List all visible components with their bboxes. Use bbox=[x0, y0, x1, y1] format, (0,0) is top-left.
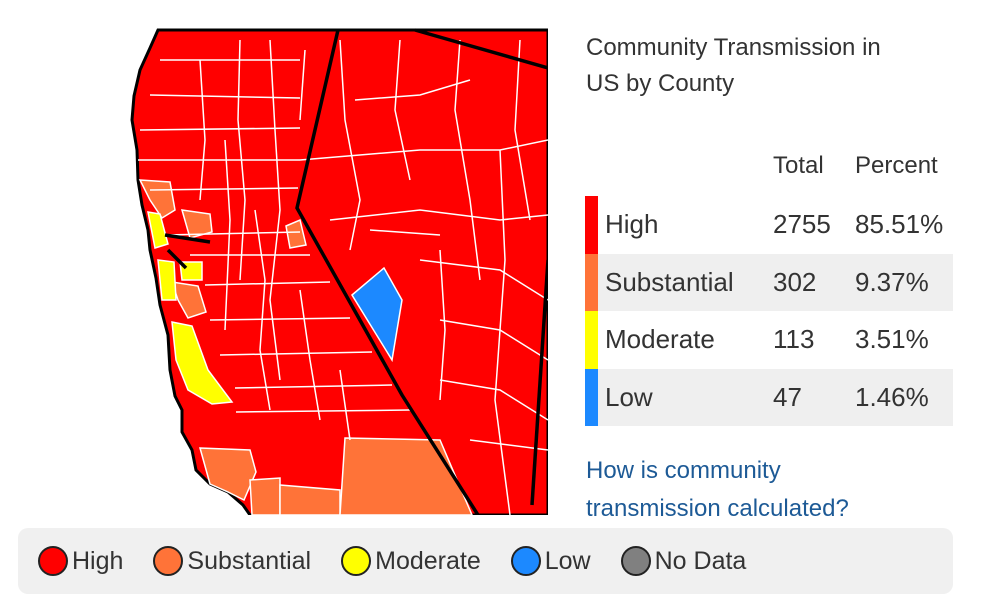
legend-label: High bbox=[72, 546, 124, 575]
stats-row-low: Low 47 1.46% bbox=[585, 368, 953, 426]
row-percent: 3.51% bbox=[855, 324, 929, 354]
legend-item-no-data[interactable]: No Data bbox=[620, 546, 747, 576]
row-total: 302 bbox=[773, 266, 817, 297]
row-level: High bbox=[605, 209, 659, 239]
county-substantial[interactable] bbox=[279, 484, 341, 515]
county-map[interactable] bbox=[0, 0, 548, 515]
county-low[interactable] bbox=[351, 266, 403, 363]
county-borders bbox=[138, 39, 548, 515]
panel-title: Community Transmission in US by County bbox=[586, 30, 966, 102]
row-total: 113 bbox=[773, 324, 815, 354]
panel-title-line1: Community Transmission in bbox=[586, 34, 881, 61]
legend-label: Substantial bbox=[187, 546, 312, 575]
county-substantial[interactable] bbox=[180, 209, 213, 239]
row-level: Low bbox=[605, 381, 653, 412]
swatch-low bbox=[585, 368, 598, 426]
county-moderate[interactable] bbox=[171, 321, 234, 405]
legend-label: Low bbox=[544, 546, 591, 575]
legend-label: No Data bbox=[654, 546, 747, 575]
legend-dot-no-data bbox=[620, 546, 651, 576]
swatch-high bbox=[585, 196, 598, 254]
stats-row-moderate: Moderate 113 3.51% bbox=[585, 311, 953, 369]
row-total: 2755 bbox=[773, 209, 831, 239]
legend-item-moderate[interactable]: Moderate bbox=[341, 546, 481, 576]
row-level: Substantial bbox=[605, 266, 734, 297]
legend-dot-high bbox=[38, 546, 68, 576]
link-line1[interactable]: How is community bbox=[586, 457, 781, 484]
state-borders bbox=[164, 28, 548, 515]
how-calculated-link[interactable]: How is community transmission calculated… bbox=[586, 452, 946, 528]
legend-dot-substantial bbox=[153, 546, 184, 576]
legend-item-substantial[interactable]: Substantial bbox=[153, 546, 311, 576]
header-percent: Percent bbox=[855, 152, 938, 179]
stats-table: Total Percent High 2755 85.51% Substanti… bbox=[585, 150, 953, 426]
legend-item-low[interactable]: Low bbox=[510, 546, 591, 576]
county-substantial[interactable] bbox=[339, 437, 473, 515]
link-line2[interactable]: transmission calculated? bbox=[586, 495, 849, 522]
legend-item-high[interactable]: High bbox=[38, 546, 123, 576]
row-percent: 9.37% bbox=[855, 266, 929, 297]
county-substantial[interactable] bbox=[170, 281, 207, 319]
stats-header: Total Percent bbox=[585, 150, 953, 196]
row-total: 47 bbox=[773, 381, 802, 412]
county-substantial[interactable] bbox=[285, 218, 307, 249]
legend-label: Moderate bbox=[375, 546, 481, 575]
legend-bar: High Substantial Moderate Low No Data bbox=[18, 528, 953, 594]
stats-row-substantial: Substantial 302 9.37% bbox=[585, 253, 953, 311]
county-substantial[interactable] bbox=[199, 447, 257, 502]
row-percent: 85.51% bbox=[855, 209, 944, 239]
row-level: Moderate bbox=[605, 324, 715, 354]
county-moderate[interactable] bbox=[147, 211, 169, 249]
swatch-substantial bbox=[585, 253, 598, 311]
header-total: Total bbox=[773, 152, 824, 179]
county-moderate[interactable] bbox=[157, 259, 177, 301]
row-percent: 1.46% bbox=[855, 381, 929, 412]
land-high[interactable] bbox=[130, 28, 548, 515]
swatch-moderate bbox=[585, 311, 598, 369]
panel-title-line2: US by County bbox=[586, 70, 735, 97]
legend-dot-low bbox=[510, 546, 541, 576]
legend-dot-moderate bbox=[341, 546, 372, 576]
county-map-svg[interactable] bbox=[0, 0, 548, 515]
stats-row-high: High 2755 85.51% bbox=[585, 196, 953, 254]
county-substantial[interactable] bbox=[249, 477, 281, 515]
